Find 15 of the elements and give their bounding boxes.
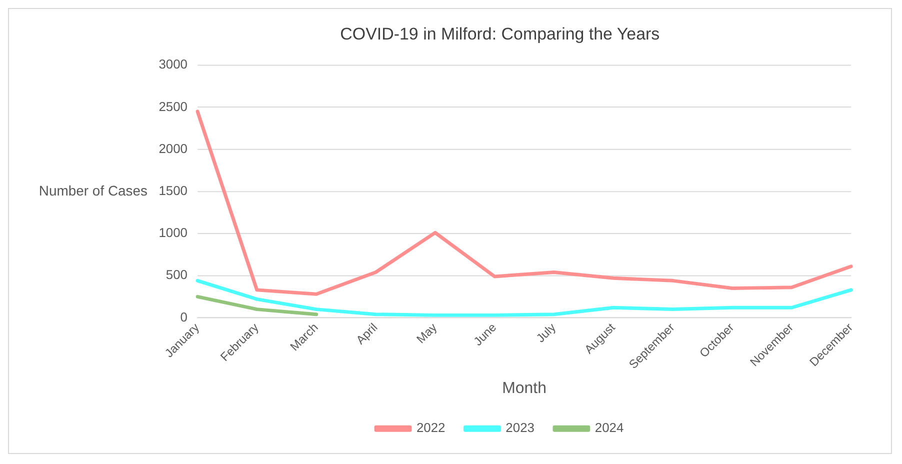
y-tick-label: 2000 [158, 140, 188, 156]
y-tick-label: 1500 [158, 183, 188, 198]
y-tick-label: 2500 [158, 98, 188, 114]
x-axis-title: Month [502, 380, 546, 398]
y-tick-label: 1000 [158, 225, 188, 240]
legend-label: 2023 [506, 420, 534, 436]
chart-title: COVID-19 in Milford: Comparing the Years [340, 24, 660, 44]
y-tick-label: 3000 [158, 56, 188, 72]
y-tick-label: 0 [180, 309, 188, 324]
y-tick-label: 500 [166, 267, 188, 282]
y-axis-title: Number of Cases [38, 182, 148, 198]
legend-label: 2022 [416, 420, 446, 436]
x-tick-label: May [414, 320, 440, 346]
legend-label: 2024 [594, 420, 624, 436]
x-tick-label: July [534, 320, 558, 346]
